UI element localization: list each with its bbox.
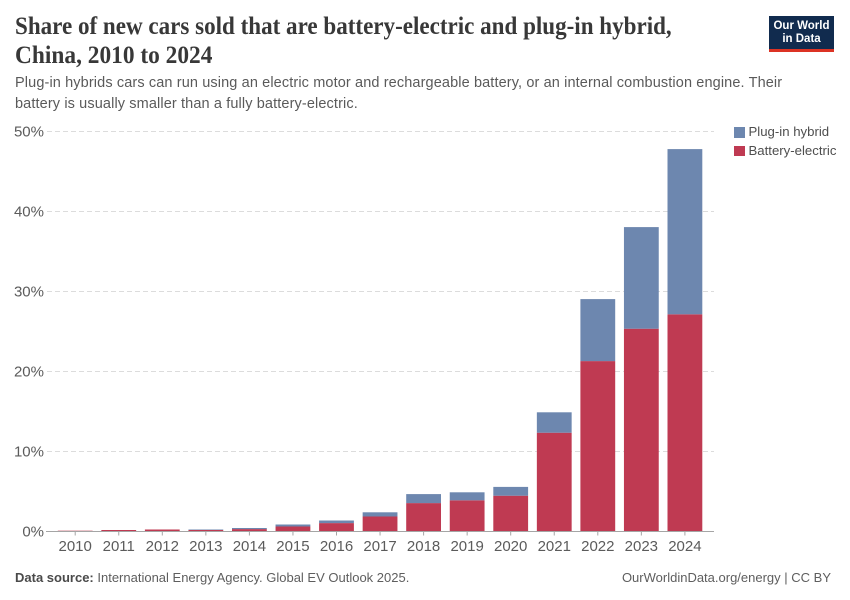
svg-text:2019: 2019 (450, 538, 483, 555)
svg-text:2021: 2021 (538, 538, 571, 555)
svg-text:40%: 40% (14, 204, 44, 221)
svg-text:2010: 2010 (59, 538, 92, 555)
svg-text:2015: 2015 (276, 538, 309, 555)
svg-text:10%: 10% (14, 444, 44, 461)
svg-text:2016: 2016 (320, 538, 353, 555)
svg-text:2024: 2024 (668, 538, 701, 555)
svg-text:2018: 2018 (407, 538, 440, 555)
svg-text:2023: 2023 (625, 538, 658, 555)
svg-text:0%: 0% (22, 524, 44, 541)
svg-text:2014: 2014 (233, 538, 266, 555)
svg-text:2017: 2017 (363, 538, 396, 555)
svg-text:50%: 50% (14, 124, 44, 141)
svg-text:2011: 2011 (103, 538, 135, 555)
svg-text:2022: 2022 (581, 538, 614, 555)
svg-text:30%: 30% (14, 284, 44, 301)
svg-text:2020: 2020 (494, 538, 527, 555)
svg-text:2012: 2012 (146, 538, 179, 555)
svg-text:20%: 20% (14, 364, 44, 381)
svg-text:2013: 2013 (189, 538, 222, 555)
